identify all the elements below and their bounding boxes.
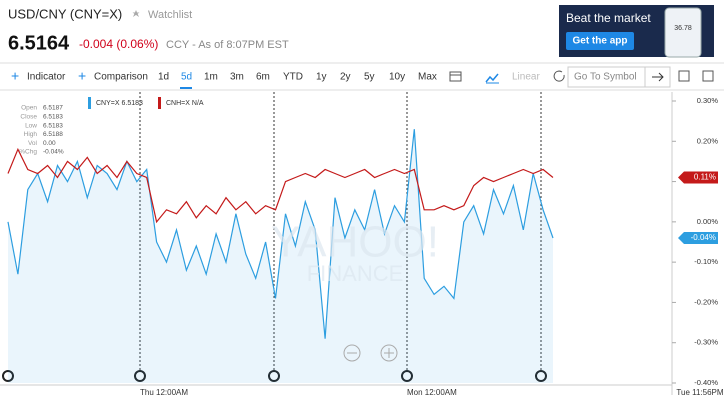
phone-value: 36.78 [674,25,692,32]
x-tick-label: Thu 12:00AM [140,388,188,397]
quote-label: Vol [28,140,38,147]
range-button[interactable]: 1d [158,72,169,83]
quote-value: 6.5183 [43,114,63,121]
plus-icon: + [11,68,19,84]
y-tick-label: 0.00% [697,217,719,226]
event-marker[interactable] [268,370,280,382]
ad-button-label: Get the app [572,36,627,47]
quote-value: 6.5183 [43,122,63,129]
quote-label: High [24,131,38,138]
print-icon[interactable] [678,70,690,82]
y-tick-label: 0.30% [697,96,719,105]
last-value-flag [678,171,718,184]
price: 6.5164 [8,32,70,54]
comparison-button[interactable]: Comparison [94,72,148,83]
zoom-in[interactable] [380,344,398,362]
quote-value: -0.04% [43,149,64,156]
x-tick-label: Mon 12:00AM [407,388,457,397]
watermark: FINANCE [307,261,404,286]
reset-icon[interactable] [553,70,565,82]
series-line [7,129,554,339]
range-button[interactable]: 10y [389,72,405,83]
range-button[interactable]: 2y [340,72,351,83]
legend-swatch [158,97,161,109]
plus-icon: + [78,68,86,84]
range-button[interactable]: Max [418,72,437,83]
event-marker[interactable] [401,370,413,382]
last-value-flag [678,231,718,244]
series-line [7,147,554,224]
legend-value: 6.5183 [122,100,144,107]
watermark: YAHOO! [271,218,439,267]
quote-value: 0.00 [43,140,56,147]
ad-button[interactable] [566,32,634,50]
last-value-label: 0.11% [694,173,716,182]
phone-image [664,7,702,58]
quote-label: Open [21,105,37,112]
legend-entry: CNH=X N/A [166,100,204,107]
legend-name: CNY=X [96,100,120,107]
y-tick-label: -0.20% [694,297,718,306]
y-tick-label: 0.20% [697,136,719,145]
as-of-note: CCY - As of 8:07PM EST [166,39,289,51]
calendar-icon[interactable] [449,71,462,82]
range-button[interactable]: 1m [204,72,218,83]
indicator-button[interactable]: Indicator [27,72,66,83]
settings-icon[interactable] [702,70,714,82]
zoom-out[interactable] [343,344,361,362]
quote-value: 6.5188 [43,131,63,138]
symbol-placeholder: Go To Symbol [574,72,637,83]
range-button[interactable]: 6m [256,72,270,83]
y-tick-label: -0.30% [694,338,718,347]
star-icon[interactable] [132,10,140,17]
quote-title: USD/CNY (CNY=X) [8,6,122,21]
range-button[interactable]: YTD [283,72,303,83]
quote-label: %Chg [19,149,37,156]
ad-headline: Beat the market [566,11,651,25]
range-button[interactable]: 5d [181,72,192,83]
range-button[interactable]: 5y [364,72,375,83]
y-tick-label: -0.10% [694,257,718,266]
legend-swatch [88,97,91,109]
event-marker[interactable] [134,370,146,382]
y-tick-label: -0.40% [694,378,718,387]
last-value-label: -0.04% [691,233,716,242]
watchlist[interactable]: Watchlist [148,9,192,21]
change: -0.004 (0.06%) [79,37,158,51]
range-button[interactable]: 3m [230,72,244,83]
line-chart-icon[interactable] [485,73,499,83]
legend-name: CNH=X [166,100,190,107]
quote-value: 6.5187 [43,105,63,112]
event-marker[interactable] [2,370,14,382]
scale-button[interactable]: Linear [512,72,540,83]
legend-entry: CNY=X 6.5183 [96,100,143,107]
arrow-icon [652,72,664,82]
range-button[interactable]: 1y [316,72,327,83]
quote-label: Close [20,114,37,121]
legend-value: N/A [192,100,204,107]
x-tick-label: Tue 11:56PM [676,388,723,397]
event-marker[interactable] [535,370,547,382]
quote-label: Low [25,122,37,129]
